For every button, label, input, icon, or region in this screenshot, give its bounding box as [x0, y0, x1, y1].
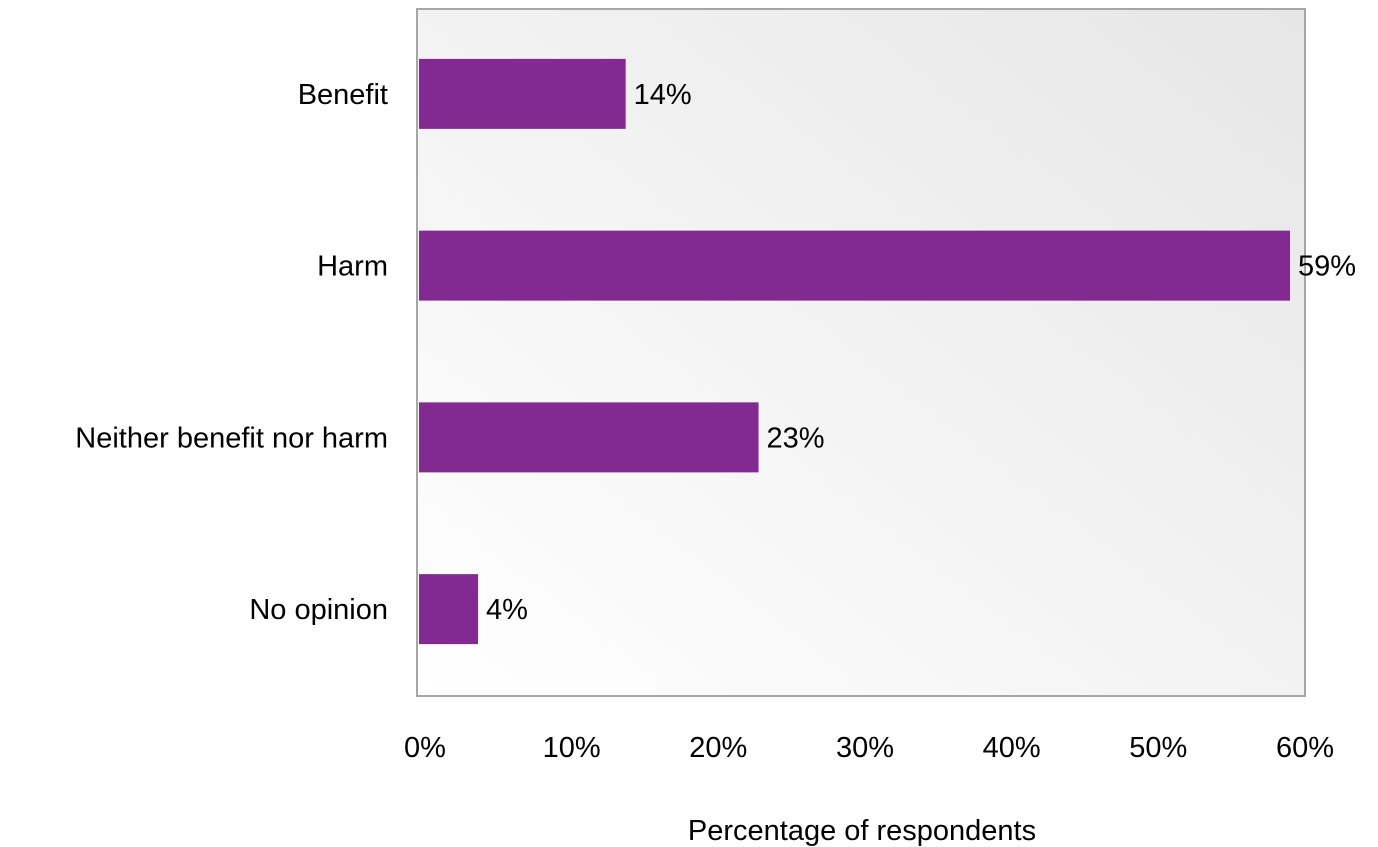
data-label: 59%	[1298, 251, 1356, 283]
x-tick-label: 50%	[1129, 732, 1187, 764]
x-tick-label: 0%	[404, 732, 446, 764]
bar-neither-benefit-nor-harm	[419, 402, 759, 473]
category-label: Benefit	[298, 79, 388, 111]
x-tick-label: 10%	[543, 732, 601, 764]
x-axis-title: Percentage of respondents	[688, 815, 1036, 847]
data-label: 14%	[634, 79, 692, 111]
bar-benefit	[419, 58, 626, 129]
category-label: Harm	[317, 251, 388, 283]
x-tick-label: 40%	[983, 732, 1041, 764]
x-tick-label: 30%	[836, 732, 894, 764]
value-labels: 14% 59% 23% 4%	[486, 79, 1356, 626]
data-label: 4%	[486, 594, 528, 626]
bar-harm	[419, 230, 1290, 301]
category-label: Neither benefit nor harm	[75, 422, 388, 454]
bar-no-opinion	[419, 574, 479, 645]
data-label: 23%	[767, 422, 825, 454]
category-label: No opinion	[249, 594, 388, 626]
x-axis-tick-labels: 0% 10% 20% 30% 40% 50% 60%	[404, 732, 1334, 764]
category-labels: Benefit Harm Neither benefit nor harm No op…	[75, 79, 388, 626]
x-tick-label: 20%	[689, 732, 747, 764]
x-tick-label: 60%	[1276, 732, 1334, 764]
bars-group	[419, 58, 1290, 645]
